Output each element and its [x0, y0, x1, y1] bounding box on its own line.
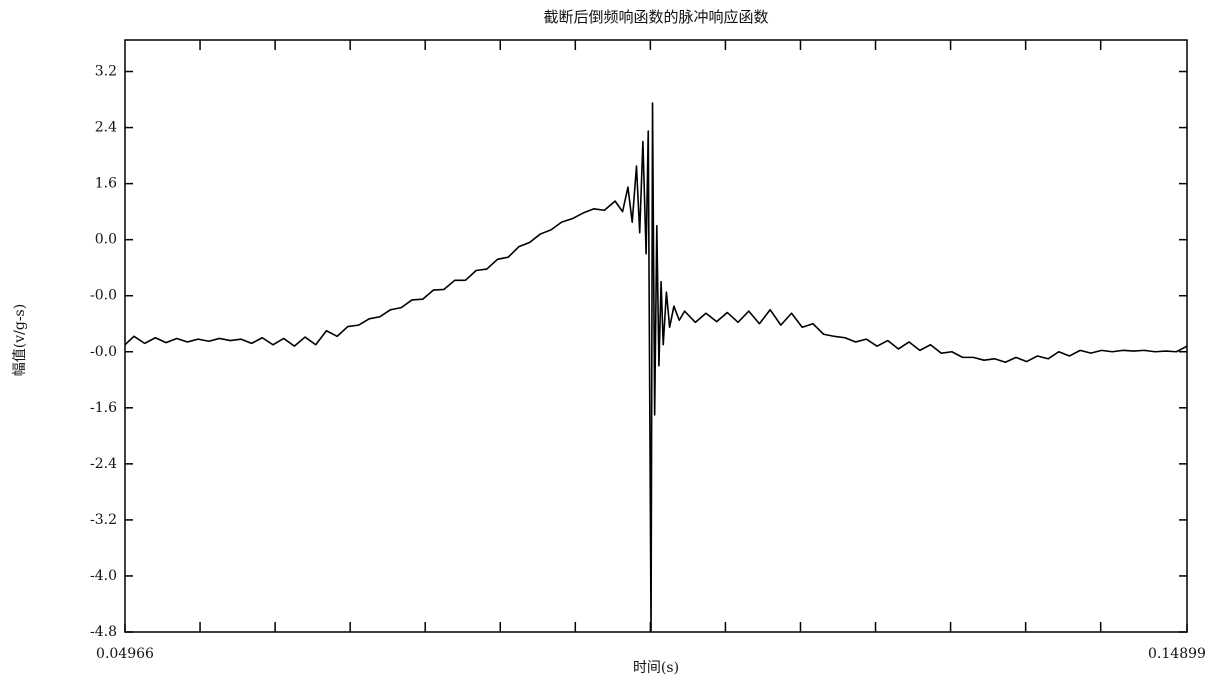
chart-title: 截断后倒频响函数的脉冲响应函数: [543, 8, 768, 26]
y-tick-label: -0.0: [90, 344, 117, 360]
y-tick-label: -3.2: [90, 512, 117, 528]
y-tick-label: -2.4: [90, 456, 117, 472]
y-tick-label: 3.2: [95, 64, 117, 80]
x-tick-label: 0.14899: [1148, 646, 1206, 662]
x-tick-label: 0.04966: [96, 646, 154, 662]
y-tick-label: 2.4: [95, 120, 117, 136]
y-tick-label: 0.0: [95, 232, 117, 248]
y-tick-label: 1.6: [95, 176, 117, 192]
signal-line: [124, 102, 1188, 632]
y-tick-label: -4.8: [90, 624, 117, 640]
plot-frame: [124, 39, 1188, 633]
y-axis-label: 幅值(v/g-s): [12, 304, 28, 376]
x-axis-label: 时间(s): [633, 660, 679, 676]
y-tick-label: -4.0: [90, 568, 117, 584]
y-tick-label: -0.0: [90, 288, 117, 304]
y-tick-label: -1.6: [90, 400, 117, 416]
